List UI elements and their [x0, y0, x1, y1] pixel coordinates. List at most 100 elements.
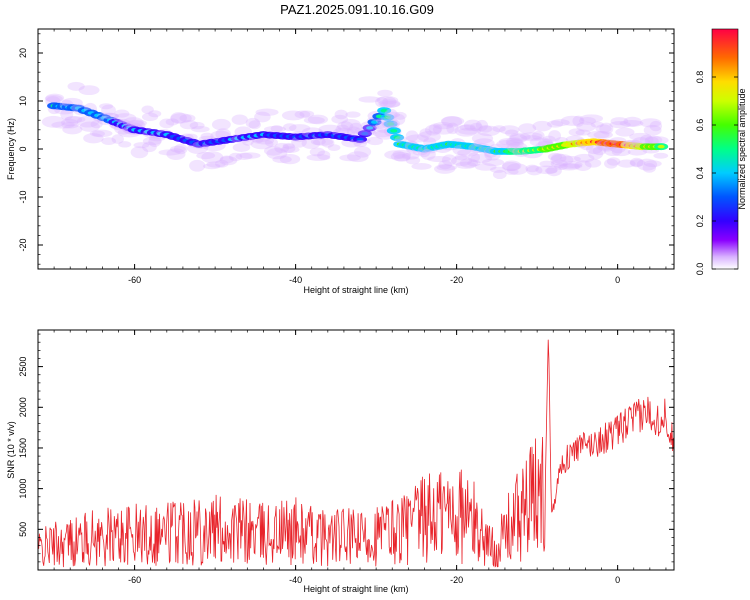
y-tick-label: -10 [18, 190, 28, 203]
spectrogram-ridge-core [393, 135, 401, 140]
spectrogram-halo [299, 110, 315, 118]
spectrogram-halo [321, 138, 335, 148]
spectrogram-halo [202, 163, 221, 170]
spectrogram-halo [505, 129, 519, 137]
spectrogram-halo [141, 141, 157, 153]
spectrogram-ridge-core [387, 122, 395, 126]
spectrogram-halo [250, 139, 274, 150]
spectrogram-halo [623, 116, 642, 127]
spectrogram-ridge-core [657, 144, 665, 149]
spectrogram-halo [126, 119, 147, 127]
spectrogram-halo [307, 114, 329, 125]
spectrogram-halo [61, 121, 79, 129]
spectrogram-halo [62, 124, 83, 135]
spectrogram-halo [475, 163, 497, 171]
spectrogram-halo [60, 118, 79, 127]
spectrogram-halo [572, 115, 585, 127]
spectrogram-halo [64, 116, 83, 124]
spectrogram-halo [446, 122, 459, 135]
spectrogram-halo [606, 157, 621, 166]
y-tick-label: 10 [18, 96, 28, 106]
spectrogram-halo [392, 114, 406, 126]
spectrogram-halo [280, 146, 300, 153]
spectrogram-halo [306, 154, 331, 161]
spectrogram-halo [642, 162, 657, 173]
spectrogram-halo [196, 151, 216, 160]
x-tick-label: -40 [289, 575, 302, 585]
spectrogram-halo [255, 108, 279, 116]
snr-x-label: Height of straight line (km) [303, 584, 408, 594]
colorbar-tick-label: 0.4 [695, 167, 705, 180]
spectrogram-halo [148, 110, 162, 118]
spectrogram-halo [254, 111, 271, 123]
spectrogram-halo [629, 159, 646, 167]
spectrogram-halo [411, 163, 432, 170]
spectrogram-halo [532, 130, 545, 141]
spectrogram-halo [585, 143, 603, 155]
spectrogram-halo [578, 117, 596, 125]
spectrogram-halo [643, 124, 662, 136]
spectrogram-halo [459, 158, 479, 168]
spectrogram-halo [334, 109, 348, 120]
spectrogram-halo [560, 115, 584, 126]
spectrogram-halo [358, 96, 381, 103]
colorbar: 0.0 0.2 0.4 0.6 0.8 Normalized spectral ampl… [695, 28, 747, 275]
spectrogram-halo [405, 130, 419, 142]
spectrogram-halo [130, 146, 149, 159]
spectrogram-halo [89, 129, 113, 138]
spectrogram-halo [184, 133, 198, 141]
spectrogram-halo [264, 138, 278, 147]
spectrogram-halo [573, 153, 595, 163]
spectrogram-halo [83, 133, 104, 144]
spectrogram-halo [454, 124, 478, 137]
spectrogram-halo [546, 120, 564, 128]
spectrogram-halo [455, 161, 477, 169]
spectrogram-ridge-core [390, 128, 398, 133]
spectrogram-halo [211, 118, 231, 131]
spectrogram-halo [113, 113, 137, 124]
snr-y-label: SNR (10 * v/v) [6, 421, 16, 479]
spectrogram-halo [382, 119, 401, 128]
spectrogram-halo [78, 85, 100, 96]
spectrogram-panel: -60 -40 -20 0 -20 -10 0 10 20 Height of straigh… [6, 28, 675, 295]
spectrogram-halo [101, 112, 119, 120]
spectrogram-halo [532, 120, 552, 132]
spectrogram-halo [245, 117, 261, 129]
spectrogram-halo [599, 122, 614, 135]
x-tick-label: -20 [450, 575, 463, 585]
spectrogram-halo [603, 145, 623, 157]
spectrogram-halo [141, 105, 154, 114]
spectrogram-halo [427, 155, 451, 163]
spectrogram-halo [424, 124, 442, 136]
y-tick-label: 20 [18, 48, 28, 58]
spectrogram-halo [382, 121, 400, 129]
spectrogram-halo [595, 124, 612, 133]
spectrogram-halo [643, 160, 662, 168]
spectrogram-halo [502, 160, 522, 172]
spectrogram-halo [467, 152, 481, 163]
snr-panel: -60 -40 -20 0 500 1000 1500 2000 2500 Height of… [6, 329, 675, 594]
spectrogram-halo [459, 124, 476, 131]
spectrogram-halo [114, 109, 130, 118]
spectrogram-halo [649, 120, 663, 132]
spectrogram-halo [384, 108, 398, 120]
spectrogram-halo [201, 151, 224, 164]
spectrogram-halo [653, 152, 669, 159]
spectrogram-halo [529, 137, 553, 147]
chart-title: PAZ1.2025.091.10.16.G09 [280, 2, 434, 17]
spectrogram-halo [335, 124, 350, 136]
spectrogram-halo [214, 159, 229, 168]
spectrogram-halo [539, 160, 555, 168]
spectrogram-y-ticks: -20 -10 0 10 20 [18, 33, 674, 265]
spectrogram-halo [492, 169, 507, 180]
spectrogram-halo [101, 137, 117, 146]
spectrogram-halo [550, 153, 567, 164]
spectrogram-halo [179, 120, 199, 130]
spectrogram-halo [393, 111, 407, 120]
spectrogram-halo [191, 125, 210, 133]
spectrogram-halo [588, 148, 604, 160]
colorbar-gradient [711, 28, 739, 270]
spectrogram-halo [288, 124, 311, 133]
spectrogram-halo [148, 136, 162, 147]
spectrogram-halo [548, 130, 561, 142]
